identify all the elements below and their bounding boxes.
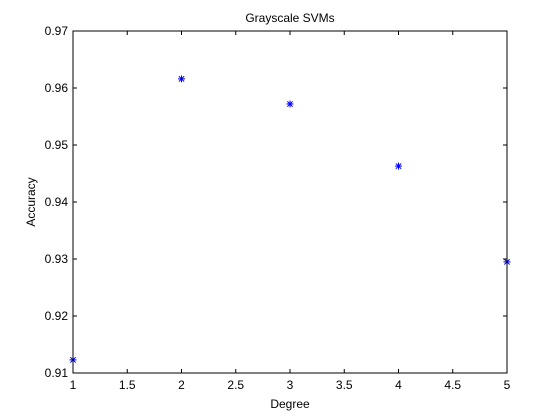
- y-tick-label: 0.91: [45, 366, 69, 380]
- plot-frame: [72, 30, 508, 374]
- y-tick-label: 0.97: [45, 24, 69, 38]
- tick-labels: 1 1.5 2 2.5 3 3.5 4 4.5 5 0.91 0.92 0.93 0.94 0.95 0.9…: [45, 24, 511, 392]
- chart-title: Grayscale SVMs: [245, 11, 334, 25]
- x-tick-label: 5: [504, 378, 511, 392]
- x-tick-label: 3: [287, 378, 294, 392]
- y-axis-label: Accuracy: [24, 177, 38, 226]
- x-tick-label: 2: [178, 378, 185, 392]
- x-axis-label: Degree: [270, 397, 310, 411]
- y-tick-label: 0.96: [45, 81, 69, 95]
- x-tick-label: 2.5: [227, 378, 244, 392]
- y-tick-label: 0.92: [45, 309, 69, 323]
- plot-area: [73, 31, 507, 373]
- y-tick-label: 0.93: [45, 252, 69, 266]
- x-tick-label: 1: [70, 378, 77, 392]
- data-markers: [69, 75, 511, 364]
- x-tick-label: 1.5: [119, 378, 136, 392]
- x-tick-label: 4.5: [444, 378, 461, 392]
- y-tick-label: 0.95: [45, 138, 69, 152]
- data-point: [286, 100, 294, 108]
- x-tick-label: 4: [395, 378, 402, 392]
- data-point: [178, 75, 185, 83]
- x-tick-label: 3.5: [336, 378, 353, 392]
- y-tick-label: 0.94: [45, 195, 69, 209]
- data-point: [395, 162, 402, 170]
